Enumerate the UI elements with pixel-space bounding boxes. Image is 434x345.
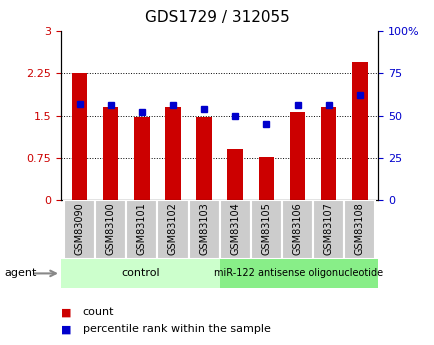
Bar [351, 62, 367, 200]
Bar [250, 200, 281, 259]
Text: ■: ■ [61, 325, 71, 334]
Text: GSM83090: GSM83090 [74, 202, 84, 255]
Bar [196, 117, 211, 200]
Bar [219, 200, 250, 259]
Text: GSM83108: GSM83108 [354, 202, 364, 255]
Bar [64, 200, 95, 259]
Text: agent: agent [4, 268, 36, 278]
Bar [312, 200, 343, 259]
Text: GSM83102: GSM83102 [168, 202, 178, 255]
Text: GSM83100: GSM83100 [105, 202, 115, 255]
Text: GSM83104: GSM83104 [230, 202, 240, 255]
Bar [61, 259, 219, 288]
Bar [227, 149, 243, 200]
Bar [72, 73, 87, 200]
Text: GSM83101: GSM83101 [137, 202, 147, 255]
Text: count: count [82, 307, 114, 317]
Bar [188, 200, 219, 259]
Bar [281, 200, 312, 259]
Bar [165, 107, 181, 200]
Bar [343, 200, 375, 259]
Text: GSM83107: GSM83107 [323, 202, 333, 255]
Bar [320, 107, 335, 200]
Bar [258, 157, 273, 200]
Bar [219, 259, 378, 288]
Bar [134, 117, 149, 200]
Text: GSM83106: GSM83106 [292, 202, 302, 255]
Text: GSM83103: GSM83103 [199, 202, 209, 255]
Text: GSM83105: GSM83105 [261, 202, 271, 255]
Bar [289, 112, 305, 200]
Text: ■: ■ [61, 307, 71, 317]
Bar [95, 200, 126, 259]
Bar [157, 200, 188, 259]
Text: GDS1729 / 312055: GDS1729 / 312055 [145, 10, 289, 25]
Bar [103, 107, 118, 200]
Text: percentile rank within the sample: percentile rank within the sample [82, 325, 270, 334]
Text: control: control [121, 268, 159, 278]
Bar [126, 200, 157, 259]
Text: miR-122 antisense oligonucleotide: miR-122 antisense oligonucleotide [214, 268, 383, 278]
